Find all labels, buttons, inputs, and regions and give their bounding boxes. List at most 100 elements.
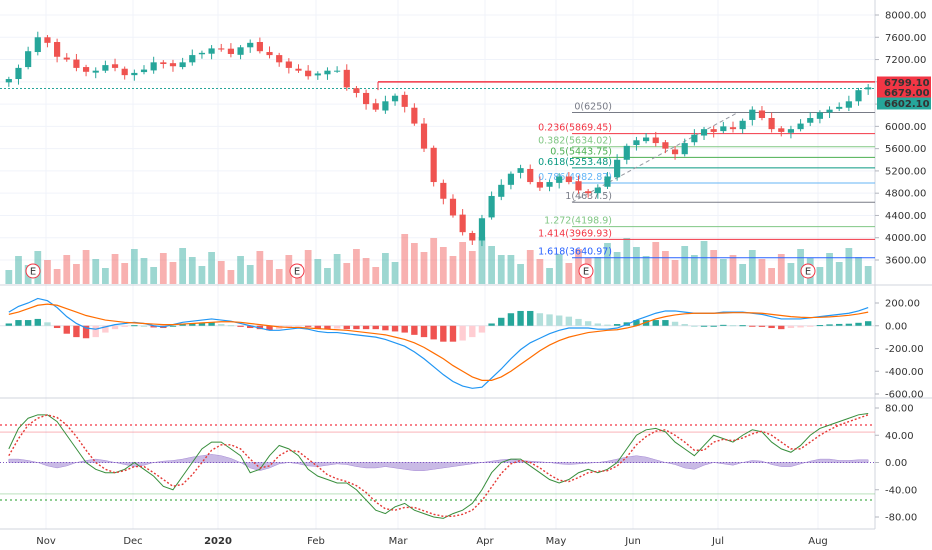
candle-body xyxy=(362,92,370,105)
candle-body xyxy=(25,51,32,68)
volume-bar xyxy=(690,255,698,284)
volume-bar xyxy=(208,252,215,284)
candle-body xyxy=(565,176,572,183)
macd-histogram-bar xyxy=(401,325,408,333)
macd-histogram-bar xyxy=(333,325,341,329)
candle-body xyxy=(247,42,254,48)
macd-histogram-bar xyxy=(266,325,273,331)
time-axis-label: Feb xyxy=(307,536,325,547)
macd-signal-line xyxy=(8,303,869,381)
macd-histogram-bar xyxy=(826,324,833,326)
candle-body xyxy=(826,109,833,113)
macd-histogram-bar xyxy=(565,316,573,326)
volume-bar xyxy=(82,250,90,284)
fib-level-label: 1.414(3969.93) xyxy=(538,228,612,239)
macd-histogram-bar xyxy=(208,322,215,326)
stoch-tick-label: 40.00 xyxy=(885,431,914,442)
volume-bar xyxy=(787,263,795,284)
macd-histogram-bar xyxy=(15,320,22,326)
time-axis-label: Mar xyxy=(389,536,409,547)
candle-body xyxy=(507,173,515,185)
macd-histogram-bar xyxy=(507,313,515,326)
stoch-d-line xyxy=(8,414,869,518)
volume-bar xyxy=(63,255,71,284)
macd-histogram-bar xyxy=(82,325,90,339)
candle-body xyxy=(807,118,814,123)
macd-histogram-bar xyxy=(691,325,698,327)
price-label-text: 6679.00 xyxy=(884,88,930,99)
volume-bar xyxy=(401,234,409,284)
macd-histogram-bar xyxy=(449,325,457,342)
candle-body xyxy=(140,69,148,73)
macd-histogram-bar xyxy=(681,324,688,326)
volume-bar xyxy=(275,269,283,284)
volume-bar xyxy=(15,256,22,284)
macd-histogram-bar xyxy=(73,325,80,338)
volume-bar xyxy=(179,248,187,284)
macd-histogram-bar xyxy=(189,323,196,326)
candle-body xyxy=(382,101,389,111)
macd-histogram-bar xyxy=(102,325,109,333)
volume-bar xyxy=(285,255,293,284)
candle-body xyxy=(295,68,302,71)
candle-body xyxy=(73,59,80,68)
time-axis-label: Dec xyxy=(123,536,142,547)
candle-body xyxy=(758,110,766,119)
candle-body xyxy=(276,55,283,63)
macd-histogram-bar xyxy=(314,325,321,329)
price-label-text: 6799.10 xyxy=(884,78,930,89)
volume-bar xyxy=(768,268,775,284)
volume-bar xyxy=(594,257,602,284)
earnings-marker xyxy=(289,263,305,279)
earnings-marker xyxy=(578,263,594,279)
candle-body xyxy=(208,48,215,54)
volume-bar xyxy=(430,238,438,284)
earnings-marker-label: E xyxy=(30,267,36,278)
time-axis-label: May xyxy=(546,536,567,547)
price-tick-label: 5600.00 xyxy=(885,144,926,155)
candle-body xyxy=(546,182,553,187)
volume-bar xyxy=(256,251,264,284)
candle-body xyxy=(92,70,99,73)
macd-histogram-bar xyxy=(304,325,312,327)
macd-histogram-bar xyxy=(169,325,177,327)
volume-bar xyxy=(739,264,747,284)
macd-histogram-bar xyxy=(285,325,293,328)
macd-histogram-bar xyxy=(855,322,862,326)
volume-bar xyxy=(662,251,669,284)
price-label-box xyxy=(877,86,931,99)
stoch-tick-label: -40.00 xyxy=(885,485,917,496)
stoch-tick-label: 0.00 xyxy=(885,458,907,469)
candle-body xyxy=(469,232,476,241)
earnings-marker-label: E xyxy=(805,267,811,278)
fib-level-label: 0.5(5443.75) xyxy=(550,146,612,157)
volume-bar xyxy=(729,255,737,284)
price-tick-label: 4000.00 xyxy=(885,233,926,244)
macd-histogram-bar xyxy=(295,325,302,327)
volume-bar xyxy=(700,241,708,284)
price-label-box xyxy=(877,97,931,110)
candle-body xyxy=(160,62,167,64)
volume-bar xyxy=(382,253,389,284)
macd-histogram-bar xyxy=(807,325,814,327)
price-tick-label: 7600.00 xyxy=(885,33,926,44)
macd-tick-label: -400.00 xyxy=(885,367,924,378)
volume-bar xyxy=(217,261,225,284)
time-axis-label: Apr xyxy=(476,536,494,547)
candle-body xyxy=(198,52,206,55)
volume-bar xyxy=(710,250,718,284)
price-tick-label: 7200.00 xyxy=(885,55,926,66)
macd-histogram-bar xyxy=(527,310,534,326)
time-axis-label: Jul xyxy=(711,536,724,547)
volume-bar xyxy=(353,249,360,284)
stoch-tick-label: 80.00 xyxy=(885,404,914,415)
volume-bar xyxy=(44,260,51,284)
candle-body xyxy=(633,140,640,146)
earnings-marker-label: E xyxy=(583,267,589,278)
candle-body xyxy=(430,147,437,183)
candle-body xyxy=(739,120,746,130)
fib-level-label: 1.272(4198.9) xyxy=(544,216,612,227)
candle-body xyxy=(855,90,862,102)
volume-bar xyxy=(92,259,100,284)
